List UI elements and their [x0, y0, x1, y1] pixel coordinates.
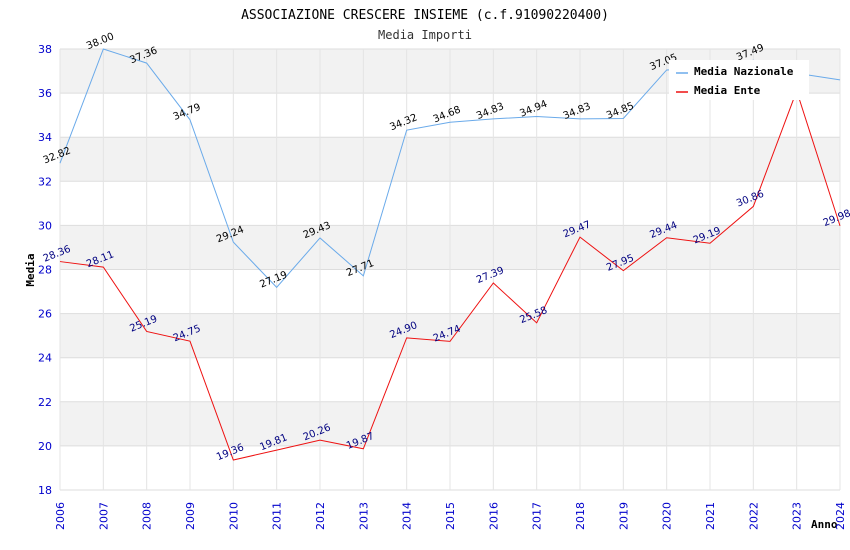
x-tick-label: 2011 [271, 502, 284, 530]
x-tick-label: 2015 [444, 502, 457, 530]
y-axis-label: Media [24, 253, 37, 286]
y-tick-label: 18 [38, 484, 52, 497]
chart-title: ASSOCIAZIONE CRESCERE INSIEME (c.f.91090… [241, 8, 609, 23]
x-tick-label: 2006 [54, 502, 67, 530]
y-axis-ticks: 18 20 22 24 26 28 30 32 34 36 38 [38, 43, 52, 497]
y-tick-label: 32 [38, 175, 52, 188]
x-tick-label: 2010 [227, 502, 240, 530]
x-tick-label: 2013 [357, 502, 370, 530]
x-axis-label: Anno [811, 518, 838, 531]
x-tick-label: 2007 [97, 502, 110, 530]
legend: Media Nazionale Media Ente [669, 60, 809, 100]
x-tick-label: 2009 [184, 502, 197, 530]
x-tick-label: 2008 [141, 502, 154, 530]
y-tick-label: 38 [38, 43, 52, 56]
legend-label-media-ente: Media Ente [694, 84, 761, 97]
y-tick-label: 26 [38, 308, 52, 321]
y-tick-label: 30 [38, 219, 52, 232]
grid-lines [59, 48, 841, 491]
x-tick-label: 2024 [834, 502, 847, 530]
x-axis-ticks: 2006 2007 2008 2009 2010 2011 2012 2013 2014 2015… [54, 502, 847, 530]
legend-label-media-nazionale: Media Nazionale [694, 65, 794, 78]
y-tick-label: 34 [38, 131, 52, 144]
series-line-media-ente [59, 89, 841, 461]
x-tick-label: 2014 [401, 502, 414, 530]
x-tick-label: 2012 [314, 502, 327, 530]
chart-subtitle: Media Importi [378, 28, 472, 42]
legend-box [669, 60, 809, 100]
x-tick-label: 2019 [617, 502, 630, 530]
x-tick-label: 2020 [661, 502, 674, 530]
y-tick-label: 36 [38, 87, 52, 100]
y-tick-label: 20 [38, 440, 52, 453]
x-tick-label: 2016 [487, 502, 500, 530]
x-tick-label: 2022 [747, 502, 760, 530]
x-tick-label: 2017 [531, 502, 544, 530]
x-tick-label: 2018 [574, 502, 587, 530]
y-tick-label: 24 [38, 352, 52, 365]
x-tick-label: 2023 [791, 502, 804, 530]
y-tick-label: 28 [38, 264, 52, 277]
y-tick-label: 22 [38, 396, 52, 409]
x-tick-label: 2021 [704, 502, 717, 530]
